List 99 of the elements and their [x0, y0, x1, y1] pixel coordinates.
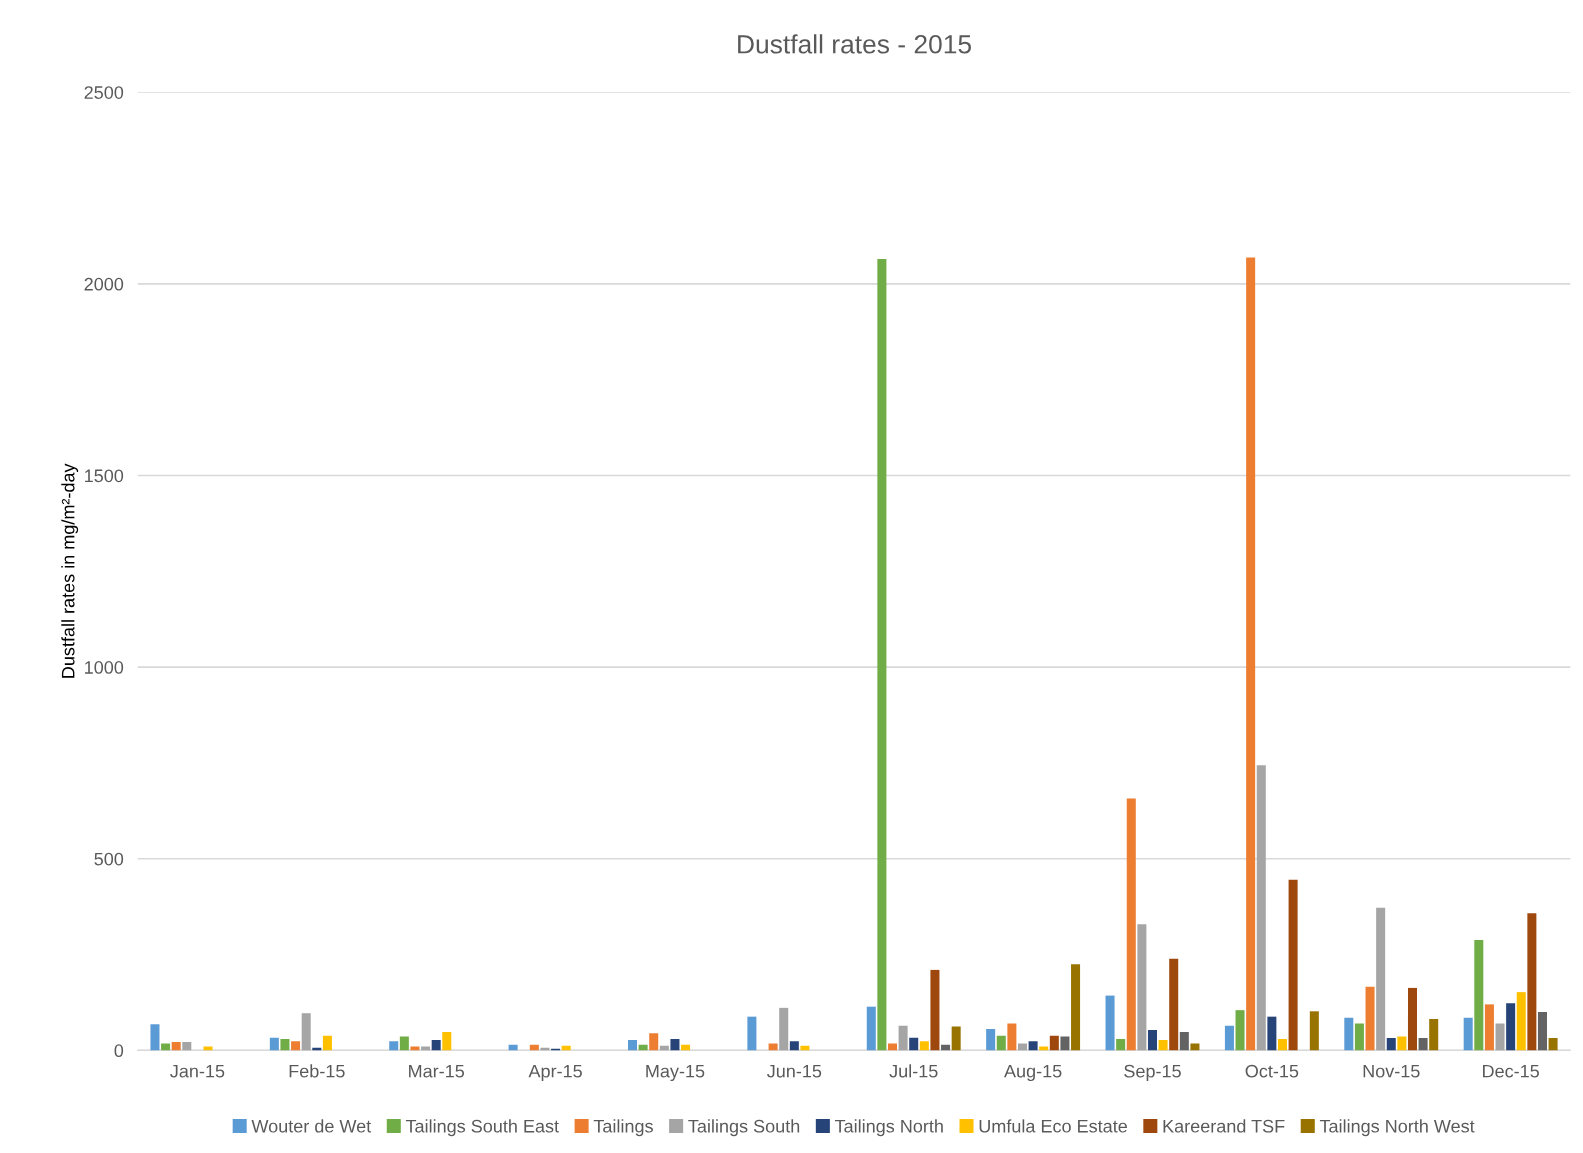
legend-label: Tailings North West	[1319, 1119, 1475, 1137]
bar	[1060, 1036, 1070, 1051]
y-tick-label: 0	[114, 1044, 124, 1058]
bar	[930, 969, 940, 1051]
bar	[171, 1041, 181, 1051]
bar	[747, 1016, 757, 1051]
bar	[1537, 1012, 1547, 1051]
bar	[389, 1041, 399, 1051]
bar	[1418, 1038, 1428, 1051]
bar	[1516, 992, 1526, 1051]
bar	[1179, 1031, 1189, 1051]
y-tick-label: 2500	[84, 86, 124, 99]
bar	[1049, 1035, 1059, 1051]
bar	[1277, 1038, 1287, 1051]
chart-title: Dustfall rates - 2015	[738, 34, 971, 54]
bar	[627, 1040, 638, 1051]
bar	[670, 1038, 680, 1051]
bar	[1137, 924, 1147, 1051]
bar	[1158, 1040, 1168, 1051]
bar	[1190, 1043, 1200, 1051]
bar	[1429, 1018, 1439, 1051]
legend-label: Umfula Eco Estate	[979, 1119, 1127, 1133]
y-tick-label: 1500	[85, 469, 124, 483]
x-tick-label: Dec-15	[1483, 1064, 1539, 1078]
y-tick-label: 500	[94, 852, 124, 866]
bar	[161, 1043, 171, 1051]
legend-label: Kareerand TSF	[1163, 1119, 1285, 1133]
bar	[898, 1025, 908, 1051]
bar	[1288, 879, 1298, 1051]
y-tick-label: 1000	[85, 661, 124, 674]
bar	[919, 1041, 929, 1051]
bar	[1028, 1041, 1038, 1051]
x-tick-label: Aug-15	[1004, 1064, 1062, 1082]
x-tick-label: Feb-15	[289, 1064, 345, 1078]
bar	[1463, 1017, 1473, 1051]
bar	[1354, 1023, 1364, 1051]
y-axis-title: Dustfall rates in mg/m²-day	[61, 463, 79, 678]
bar	[951, 1026, 961, 1051]
bar	[1484, 1004, 1494, 1051]
bar	[877, 258, 887, 1051]
x-tick-label: Jan-15	[170, 1064, 225, 1078]
bar	[1407, 987, 1417, 1051]
bar	[1474, 940, 1484, 1051]
bar	[322, 1035, 332, 1051]
bar	[1495, 1023, 1505, 1051]
bar	[887, 1043, 898, 1051]
y-tick-label: 2000	[84, 277, 124, 291]
legend-label: Tailings South East	[405, 1119, 559, 1137]
bar	[301, 1013, 311, 1051]
x-tick-label: Oct-15	[1245, 1064, 1299, 1078]
bar	[986, 1028, 996, 1051]
legend-label: Tailings	[593, 1119, 653, 1137]
bar	[269, 1037, 279, 1051]
bar	[1386, 1038, 1396, 1051]
bar	[1267, 1016, 1277, 1051]
legend-label: Tailings South	[688, 1119, 800, 1137]
x-tick-label: Mar-15	[409, 1064, 465, 1078]
x-tick-label: May-15	[646, 1064, 705, 1082]
bar	[1365, 986, 1375, 1051]
bar	[996, 1035, 1006, 1051]
bar	[649, 1033, 659, 1051]
bar	[182, 1041, 192, 1051]
bar	[1397, 1036, 1407, 1051]
bar	[789, 1041, 799, 1051]
legend-label: Tailings North	[834, 1119, 943, 1137]
x-tick-label: Jul-15	[889, 1064, 938, 1078]
bar	[1527, 913, 1537, 1051]
bar	[1017, 1043, 1027, 1051]
bar	[431, 1040, 441, 1051]
bar	[1147, 1030, 1157, 1051]
bar	[1376, 907, 1386, 1051]
bar	[1105, 995, 1115, 1051]
bar	[1169, 958, 1179, 1051]
bar	[1235, 1010, 1245, 1051]
x-tick-label: Nov-15	[1363, 1064, 1420, 1078]
bar	[1548, 1038, 1558, 1051]
bar	[291, 1041, 301, 1051]
bar	[1256, 765, 1266, 1051]
bar	[399, 1036, 409, 1051]
bar	[1246, 257, 1256, 1051]
bar	[150, 1024, 160, 1051]
bar	[909, 1037, 919, 1051]
bar	[1116, 1038, 1126, 1051]
bar	[866, 1006, 876, 1051]
bar	[768, 1043, 778, 1051]
bar	[1506, 1003, 1516, 1051]
bar	[1007, 1023, 1017, 1051]
bar	[280, 1038, 290, 1051]
bar	[1309, 1011, 1319, 1051]
bar	[1126, 798, 1136, 1051]
x-tick-label: Sep-15	[1124, 1064, 1181, 1082]
x-tick-label: Apr-15	[528, 1064, 582, 1082]
bar	[1071, 964, 1081, 1051]
bar	[779, 1007, 789, 1051]
bar	[1344, 1017, 1354, 1051]
legend-label: Wouter de Wet	[251, 1119, 372, 1133]
bar	[1224, 1025, 1234, 1051]
x-tick-label: Jun-15	[767, 1064, 822, 1078]
bar	[442, 1031, 452, 1051]
